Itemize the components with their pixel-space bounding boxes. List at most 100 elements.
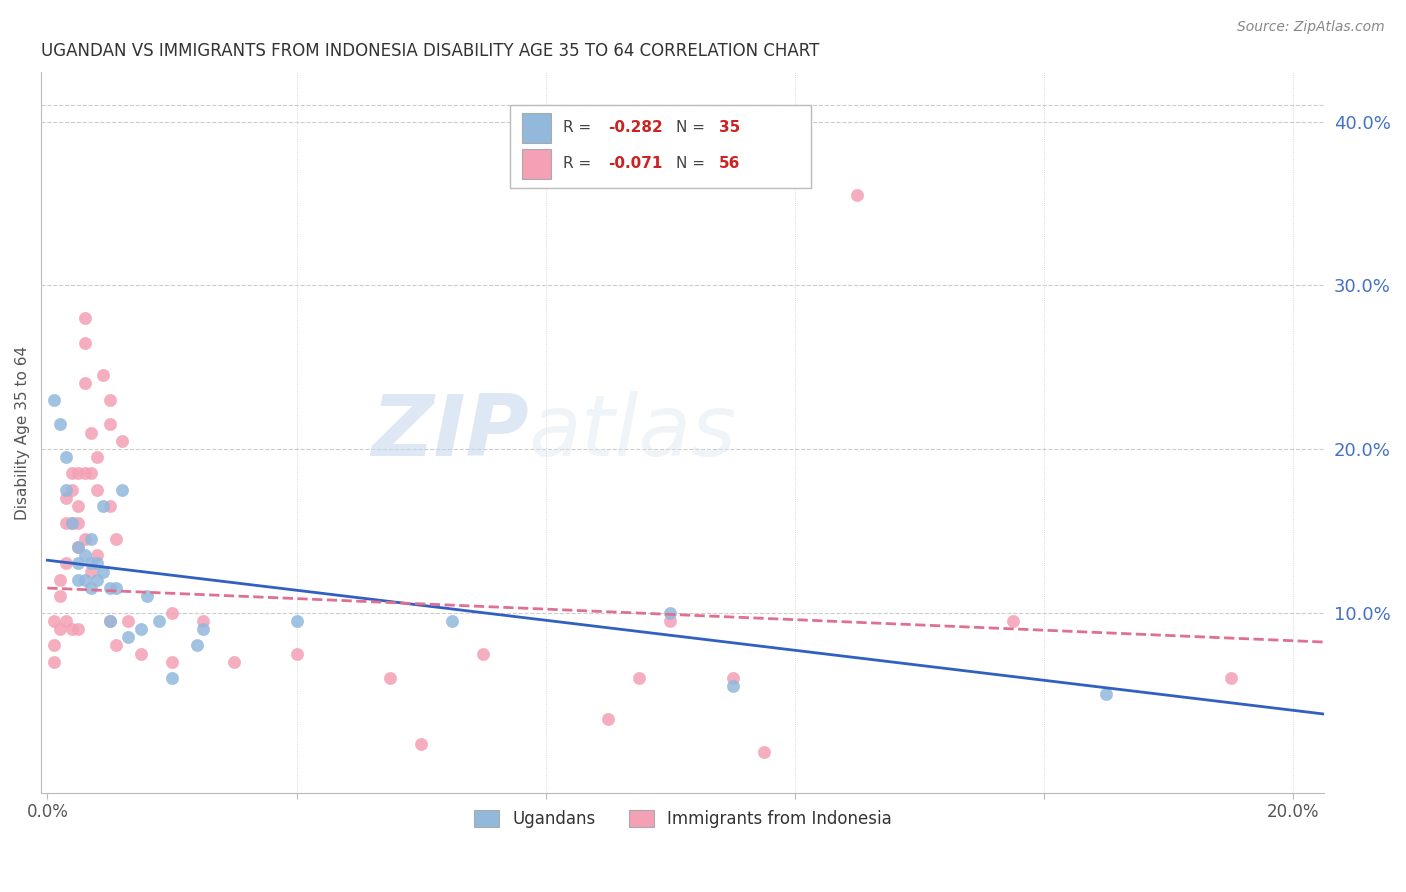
- Point: [104, 581, 127, 595]
- FancyBboxPatch shape: [523, 112, 551, 143]
- Point: [80, 467, 103, 481]
- Point: [80, 557, 103, 571]
- Point: [55, 483, 77, 497]
- Point: [60, 516, 83, 530]
- Point: [111, 483, 134, 497]
- Point: [224, 655, 246, 669]
- Text: N =: N =: [676, 156, 710, 171]
- Point: [93, 499, 115, 513]
- Point: [86, 557, 108, 571]
- Point: [98, 499, 121, 513]
- Point: [86, 549, 108, 563]
- Point: [596, 712, 619, 726]
- Text: 56: 56: [718, 156, 740, 171]
- Point: [129, 647, 152, 661]
- Point: [98, 614, 121, 628]
- Point: [659, 606, 682, 620]
- Point: [285, 647, 308, 661]
- Point: [73, 532, 96, 546]
- Point: [86, 573, 108, 587]
- Point: [67, 622, 90, 636]
- Point: [55, 614, 77, 628]
- Point: [73, 310, 96, 325]
- Point: [73, 549, 96, 563]
- Text: ZIP: ZIP: [371, 391, 529, 474]
- Point: [80, 532, 103, 546]
- Point: [67, 516, 90, 530]
- Point: [49, 622, 72, 636]
- Point: [117, 614, 139, 628]
- Point: [73, 376, 96, 391]
- Point: [191, 614, 214, 628]
- Point: [93, 565, 115, 579]
- Text: R =: R =: [564, 120, 596, 136]
- Point: [441, 614, 464, 628]
- Point: [98, 392, 121, 407]
- Point: [191, 622, 214, 636]
- Point: [49, 417, 72, 432]
- Point: [42, 392, 65, 407]
- Point: [1001, 614, 1024, 628]
- Point: [86, 450, 108, 464]
- Text: -0.282: -0.282: [609, 120, 664, 136]
- Point: [80, 425, 103, 440]
- Point: [67, 540, 90, 554]
- Point: [285, 614, 308, 628]
- Point: [186, 638, 208, 652]
- FancyBboxPatch shape: [523, 149, 551, 179]
- Point: [55, 516, 77, 530]
- Point: [1220, 671, 1243, 685]
- Point: [721, 671, 744, 685]
- Point: [117, 630, 139, 644]
- Point: [55, 450, 77, 464]
- Point: [752, 745, 775, 759]
- Point: [60, 516, 83, 530]
- Text: atlas: atlas: [529, 391, 737, 474]
- Point: [67, 499, 90, 513]
- Point: [67, 557, 90, 571]
- Point: [60, 483, 83, 497]
- Point: [42, 638, 65, 652]
- Point: [73, 335, 96, 350]
- Point: [846, 188, 869, 202]
- Point: [86, 483, 108, 497]
- Point: [111, 434, 134, 448]
- Point: [93, 368, 115, 383]
- Point: [148, 614, 170, 628]
- Point: [55, 491, 77, 505]
- Point: [49, 573, 72, 587]
- Point: [67, 573, 90, 587]
- Point: [73, 573, 96, 587]
- Point: [104, 532, 127, 546]
- Point: [129, 622, 152, 636]
- Point: [98, 581, 121, 595]
- Point: [80, 581, 103, 595]
- Point: [80, 565, 103, 579]
- Point: [42, 655, 65, 669]
- Point: [42, 614, 65, 628]
- Text: -0.071: -0.071: [609, 156, 662, 171]
- Text: R =: R =: [564, 156, 596, 171]
- Text: 35: 35: [718, 120, 740, 136]
- Point: [160, 655, 183, 669]
- Legend: Ugandans, Immigrants from Indonesia: Ugandans, Immigrants from Indonesia: [467, 803, 898, 835]
- Text: UGANDAN VS IMMIGRANTS FROM INDONESIA DISABILITY AGE 35 TO 64 CORRELATION CHART: UGANDAN VS IMMIGRANTS FROM INDONESIA DIS…: [41, 42, 820, 60]
- Point: [55, 557, 77, 571]
- Point: [160, 606, 183, 620]
- Point: [67, 467, 90, 481]
- FancyBboxPatch shape: [509, 105, 811, 187]
- Point: [411, 737, 433, 751]
- Point: [60, 622, 83, 636]
- Text: N =: N =: [676, 120, 710, 136]
- Point: [49, 589, 72, 603]
- Point: [60, 467, 83, 481]
- Point: [98, 417, 121, 432]
- Point: [73, 467, 96, 481]
- Point: [104, 638, 127, 652]
- Y-axis label: Disability Age 35 to 64: Disability Age 35 to 64: [15, 345, 30, 520]
- Point: [98, 614, 121, 628]
- Point: [1095, 688, 1118, 702]
- Point: [67, 540, 90, 554]
- Point: [721, 679, 744, 693]
- Point: [160, 671, 183, 685]
